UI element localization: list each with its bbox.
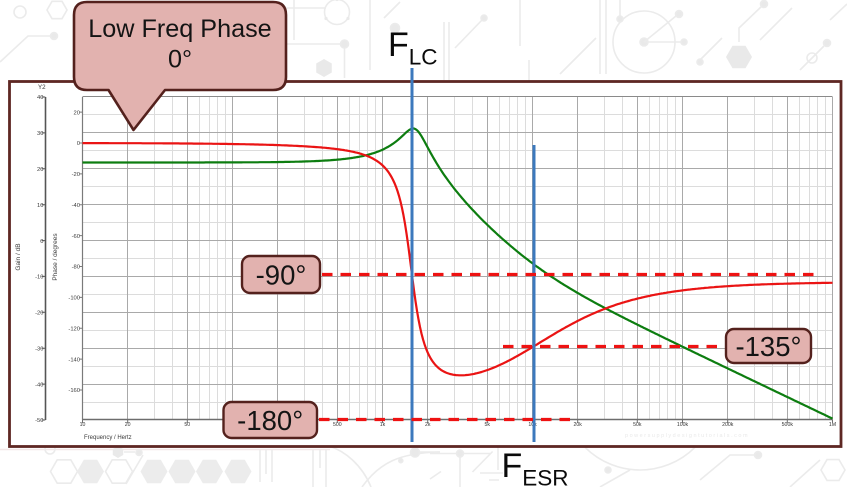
svg-text:5k: 5k xyxy=(485,422,491,428)
svg-text:500: 500 xyxy=(333,422,342,428)
svg-text:20: 20 xyxy=(74,110,80,116)
svg-text:20: 20 xyxy=(37,167,43,173)
svg-text:-40: -40 xyxy=(72,203,80,209)
svg-text:-20: -20 xyxy=(35,311,43,317)
svg-text:-10: -10 xyxy=(35,275,43,281)
svg-text:-80: -80 xyxy=(72,265,80,271)
svg-text:20: 20 xyxy=(125,422,131,428)
svg-text:0: 0 xyxy=(77,141,80,147)
svg-text:-100: -100 xyxy=(68,296,80,302)
svg-text:500k: 500k xyxy=(782,422,794,428)
svg-text:50k: 50k xyxy=(633,422,642,428)
svg-text:10: 10 xyxy=(80,422,86,428)
svg-text:1k: 1k xyxy=(380,422,386,428)
svg-text:20k: 20k xyxy=(574,422,583,428)
svg-text:1M: 1M xyxy=(829,422,836,428)
svg-text:0: 0 xyxy=(40,239,43,245)
svg-text:0°: 0° xyxy=(168,46,192,74)
svg-text:Y2: Y2 xyxy=(38,84,46,91)
svg-text:200k: 200k xyxy=(722,422,734,428)
svg-text:-30: -30 xyxy=(35,346,43,352)
svg-text:-160: -160 xyxy=(68,388,80,394)
svg-text:Phase / degrees: Phase / degrees xyxy=(52,233,59,281)
svg-text:-135°: -135° xyxy=(735,331,801,362)
svg-text:40: 40 xyxy=(37,95,43,101)
svg-text:-60: -60 xyxy=(72,234,80,240)
svg-text:2k: 2k xyxy=(425,422,431,428)
svg-text:-20: -20 xyxy=(72,172,80,178)
svg-text:50: 50 xyxy=(184,422,190,428)
svg-text:p o w e r s u p p l y d e s: p o w e r s u p p l y d e s i g n t u t … xyxy=(625,433,748,439)
svg-text:-120: -120 xyxy=(68,327,80,333)
svg-text:Low Freq Phase: Low Freq Phase xyxy=(88,15,271,43)
svg-text:30: 30 xyxy=(37,131,43,137)
svg-text:-90°: -90° xyxy=(256,259,307,290)
svg-text:-180°: -180° xyxy=(237,405,303,436)
svg-text:-140: -140 xyxy=(68,357,80,363)
svg-text:100k: 100k xyxy=(677,422,689,428)
svg-text:Gain / dB: Gain / dB xyxy=(15,243,22,270)
svg-text:10: 10 xyxy=(37,203,43,209)
svg-text:-40: -40 xyxy=(35,382,43,388)
svg-text:-50: -50 xyxy=(35,418,43,424)
svg-text:Frequency / Hertz: Frequency / Hertz xyxy=(84,435,132,441)
